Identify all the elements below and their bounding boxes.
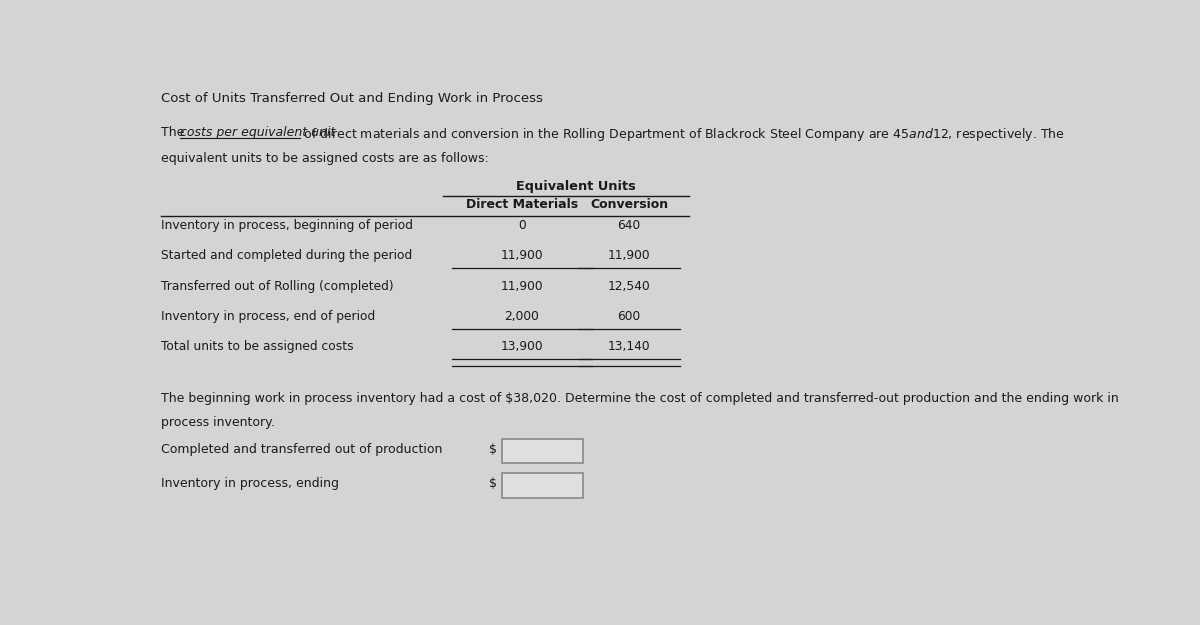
Text: 13,900: 13,900 — [500, 340, 544, 353]
Text: Cost of Units Transferred Out and Ending Work in Process: Cost of Units Transferred Out and Ending… — [161, 92, 544, 105]
Text: 12,540: 12,540 — [607, 279, 650, 292]
Text: 640: 640 — [617, 219, 641, 232]
Text: 11,900: 11,900 — [500, 279, 544, 292]
Text: The: The — [161, 126, 188, 139]
Text: Direct Materials: Direct Materials — [466, 198, 578, 211]
Text: Inventory in process, ending: Inventory in process, ending — [161, 478, 340, 491]
Text: 0: 0 — [518, 219, 526, 232]
Text: Transferred out of Rolling (completed): Transferred out of Rolling (completed) — [161, 279, 394, 292]
Text: 13,140: 13,140 — [607, 340, 650, 353]
Text: process inventory.: process inventory. — [161, 416, 275, 429]
Text: Inventory in process, beginning of period: Inventory in process, beginning of perio… — [161, 219, 413, 232]
Text: Equivalent Units: Equivalent Units — [516, 181, 635, 193]
Bar — [502, 474, 583, 498]
Text: Started and completed during the period: Started and completed during the period — [161, 249, 413, 262]
Bar — [502, 439, 583, 463]
Text: The beginning work in process inventory had a cost of $38,020. Determine the cos: The beginning work in process inventory … — [161, 392, 1118, 405]
Text: Total units to be assigned costs: Total units to be assigned costs — [161, 340, 354, 353]
Text: of direct materials and conversion in the Rolling Department of Blackrock Steel : of direct materials and conversion in th… — [300, 126, 1064, 144]
Text: equivalent units to be assigned costs are as follows:: equivalent units to be assigned costs ar… — [161, 151, 488, 164]
Text: Completed and transferred out of production: Completed and transferred out of product… — [161, 442, 443, 456]
Text: Inventory in process, end of period: Inventory in process, end of period — [161, 310, 376, 323]
Text: $: $ — [490, 478, 498, 491]
Text: 2,000: 2,000 — [504, 310, 540, 323]
Text: $: $ — [490, 442, 498, 456]
Text: costs per equivalent unit: costs per equivalent unit — [180, 126, 336, 139]
Text: Conversion: Conversion — [590, 198, 668, 211]
Text: 11,900: 11,900 — [500, 249, 544, 262]
Text: 11,900: 11,900 — [607, 249, 650, 262]
Text: 600: 600 — [617, 310, 641, 323]
